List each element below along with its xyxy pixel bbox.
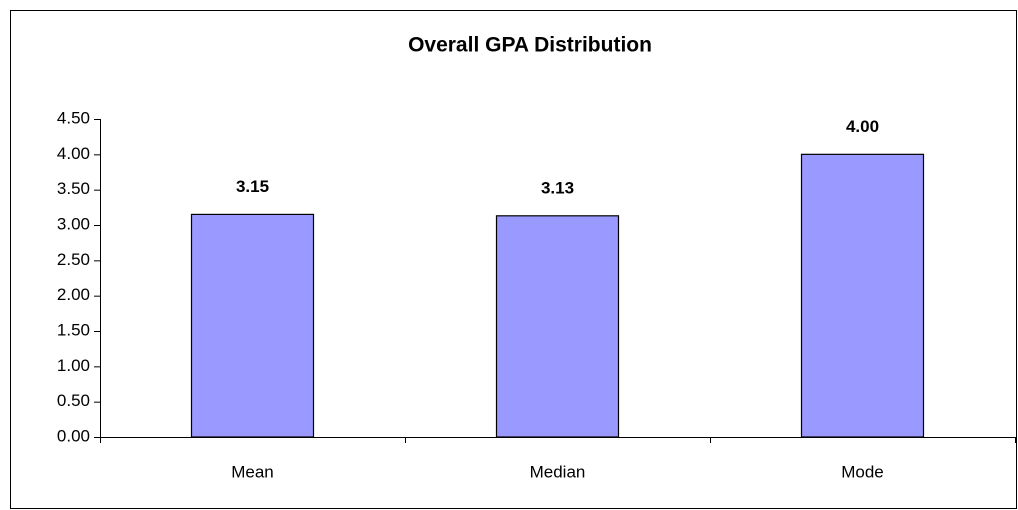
x-tick-label: Mode	[841, 462, 884, 481]
y-tick-label: 3.00	[57, 214, 90, 233]
y-tick-label: 1.50	[57, 320, 90, 339]
bar	[190, 213, 315, 438]
y-tick-label: 4.50	[57, 108, 90, 127]
y-tick-label: 3.50	[57, 179, 90, 198]
x-tick-label: Median	[530, 462, 586, 481]
bar	[800, 153, 925, 438]
y-tick-label: 0.00	[57, 426, 90, 445]
chart-title: Overall GPA Distribution	[408, 34, 652, 57]
bar	[495, 215, 620, 438]
y-tick-label: 4.00	[57, 144, 90, 163]
y-tick-label: 2.50	[57, 250, 90, 269]
y-tick-label: 2.00	[57, 285, 90, 304]
data-label: 3.13	[541, 178, 574, 197]
y-tick-label: 1.00	[57, 356, 90, 375]
data-label: 3.15	[236, 177, 269, 196]
x-tick-label: Mean	[231, 462, 274, 481]
y-tick-label: 0.50	[57, 391, 90, 410]
data-label: 4.00	[846, 117, 879, 136]
